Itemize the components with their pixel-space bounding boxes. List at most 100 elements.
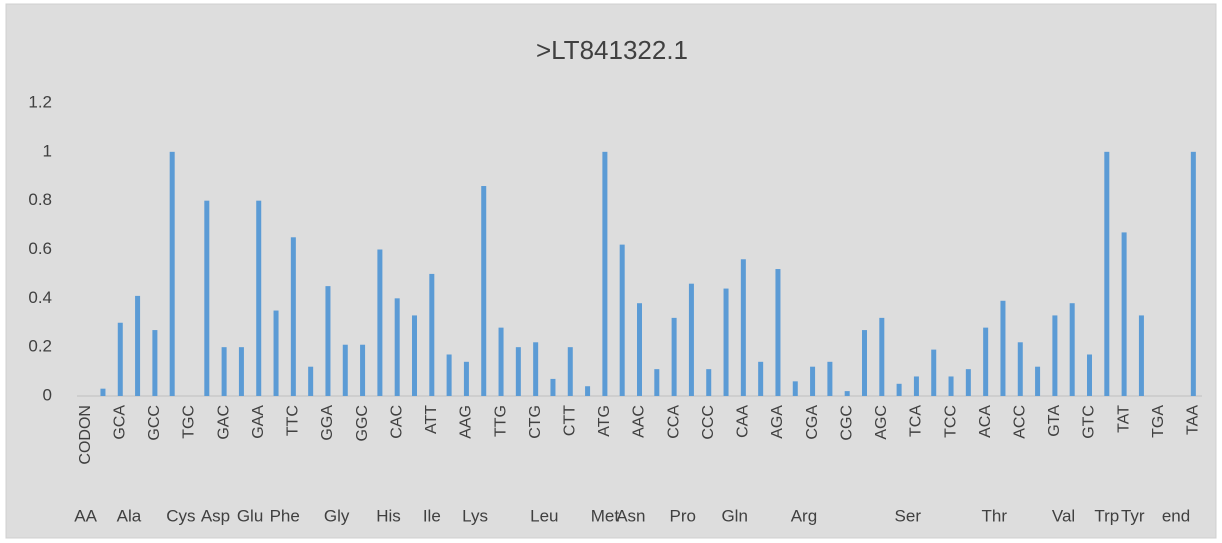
y-tick-label: 1.2 [28,92,52,111]
x-tick-label: GTC [1081,405,1098,439]
bar [879,317,885,396]
x-tick-label: CAC [388,405,405,439]
bar [688,283,694,396]
x-tick-label: TAT [1115,405,1132,433]
chart-area [5,3,1217,539]
bar [394,298,400,396]
x-tick-label: CCC [700,405,717,440]
y-tick-label: 0.4 [28,288,52,307]
bar [1000,300,1006,396]
bar [671,317,677,396]
x-tick-label: CTT [561,405,578,436]
bar [637,303,642,396]
bar [1017,342,1023,396]
bar [948,376,954,396]
x-tick-label: GAC [215,405,232,440]
bar [1138,315,1144,396]
bar [152,330,158,396]
y-tick-label: 0.8 [28,190,52,209]
x-tick-label: ACA [977,405,994,438]
bar [913,376,919,396]
x-tick-label: CTG [527,405,544,439]
bar [290,237,296,396]
bar [308,366,314,396]
x-tick-label: TTG [492,405,509,437]
x-tick-label: ATT [423,405,440,434]
bar [515,347,521,396]
x-tick-label: TCA [908,405,925,437]
bar [896,383,902,396]
x-tick-label: AAC [631,405,648,438]
x-tick-label: CCA [665,405,682,439]
x-tick-label: CGC [838,405,855,441]
bar [792,381,798,396]
bar [862,330,867,396]
bar [775,269,781,396]
bar [273,310,279,396]
group-label: Glu [237,506,263,525]
bar [585,386,591,396]
x-tick-label: CODON [77,405,94,465]
y-tick-label: 0 [43,385,52,404]
bar [602,151,608,396]
bar [169,151,175,396]
bar [342,344,348,396]
bar [377,249,383,396]
group-label: AA [74,506,97,525]
bar [463,361,469,396]
x-tick-label: AGC [873,405,890,440]
x-tick-label: ACC [1011,405,1028,439]
bar [567,347,573,396]
group-label: His [376,506,401,525]
bar [827,361,833,396]
bar [135,295,141,396]
bar [256,200,262,396]
bar [1121,232,1127,396]
bar [723,288,729,396]
group-label: Ser [895,506,922,525]
group-label: Gln [721,506,747,525]
bar [654,369,660,396]
chart-title: >LT841322.1 [536,35,688,65]
group-label: Cys [166,506,195,525]
bar [481,186,487,396]
bar [758,361,764,396]
bar [1035,366,1041,396]
group-label: Met [591,506,620,525]
y-tick-label: 1 [43,141,52,160]
group-label: Ile [423,506,441,525]
group-label: Pro [670,506,696,525]
bar [360,344,366,396]
x-tick-label: GAA [250,405,267,439]
bar [706,369,712,396]
group-label: Tyr [1121,506,1145,525]
x-tick-label: GTA [1046,405,1063,437]
group-label: Val [1052,506,1075,525]
bar [965,369,971,396]
x-tick-label: TGC [181,405,198,439]
x-tick-label: GCA [111,405,128,440]
bar [1052,315,1058,396]
bar [412,315,417,396]
x-tick-label: GCC [146,405,163,441]
group-label: end [1162,506,1190,525]
bar [931,349,937,396]
x-tick-label: TGA [1150,405,1167,438]
bar [204,200,210,396]
bar [325,286,331,396]
bar [844,391,850,396]
x-tick-label: TCC [942,405,959,438]
bar [810,366,816,396]
group-label: Lys [462,506,488,525]
bar [550,378,556,396]
y-tick-label: 0.2 [28,337,52,356]
group-label: Asp [201,506,230,525]
x-tick-label: CGA [804,405,821,440]
x-tick-label: AAG [458,405,475,439]
group-label: Gly [324,506,350,525]
bar [446,354,452,396]
bar [533,342,539,396]
group-label: Asn [616,506,645,525]
